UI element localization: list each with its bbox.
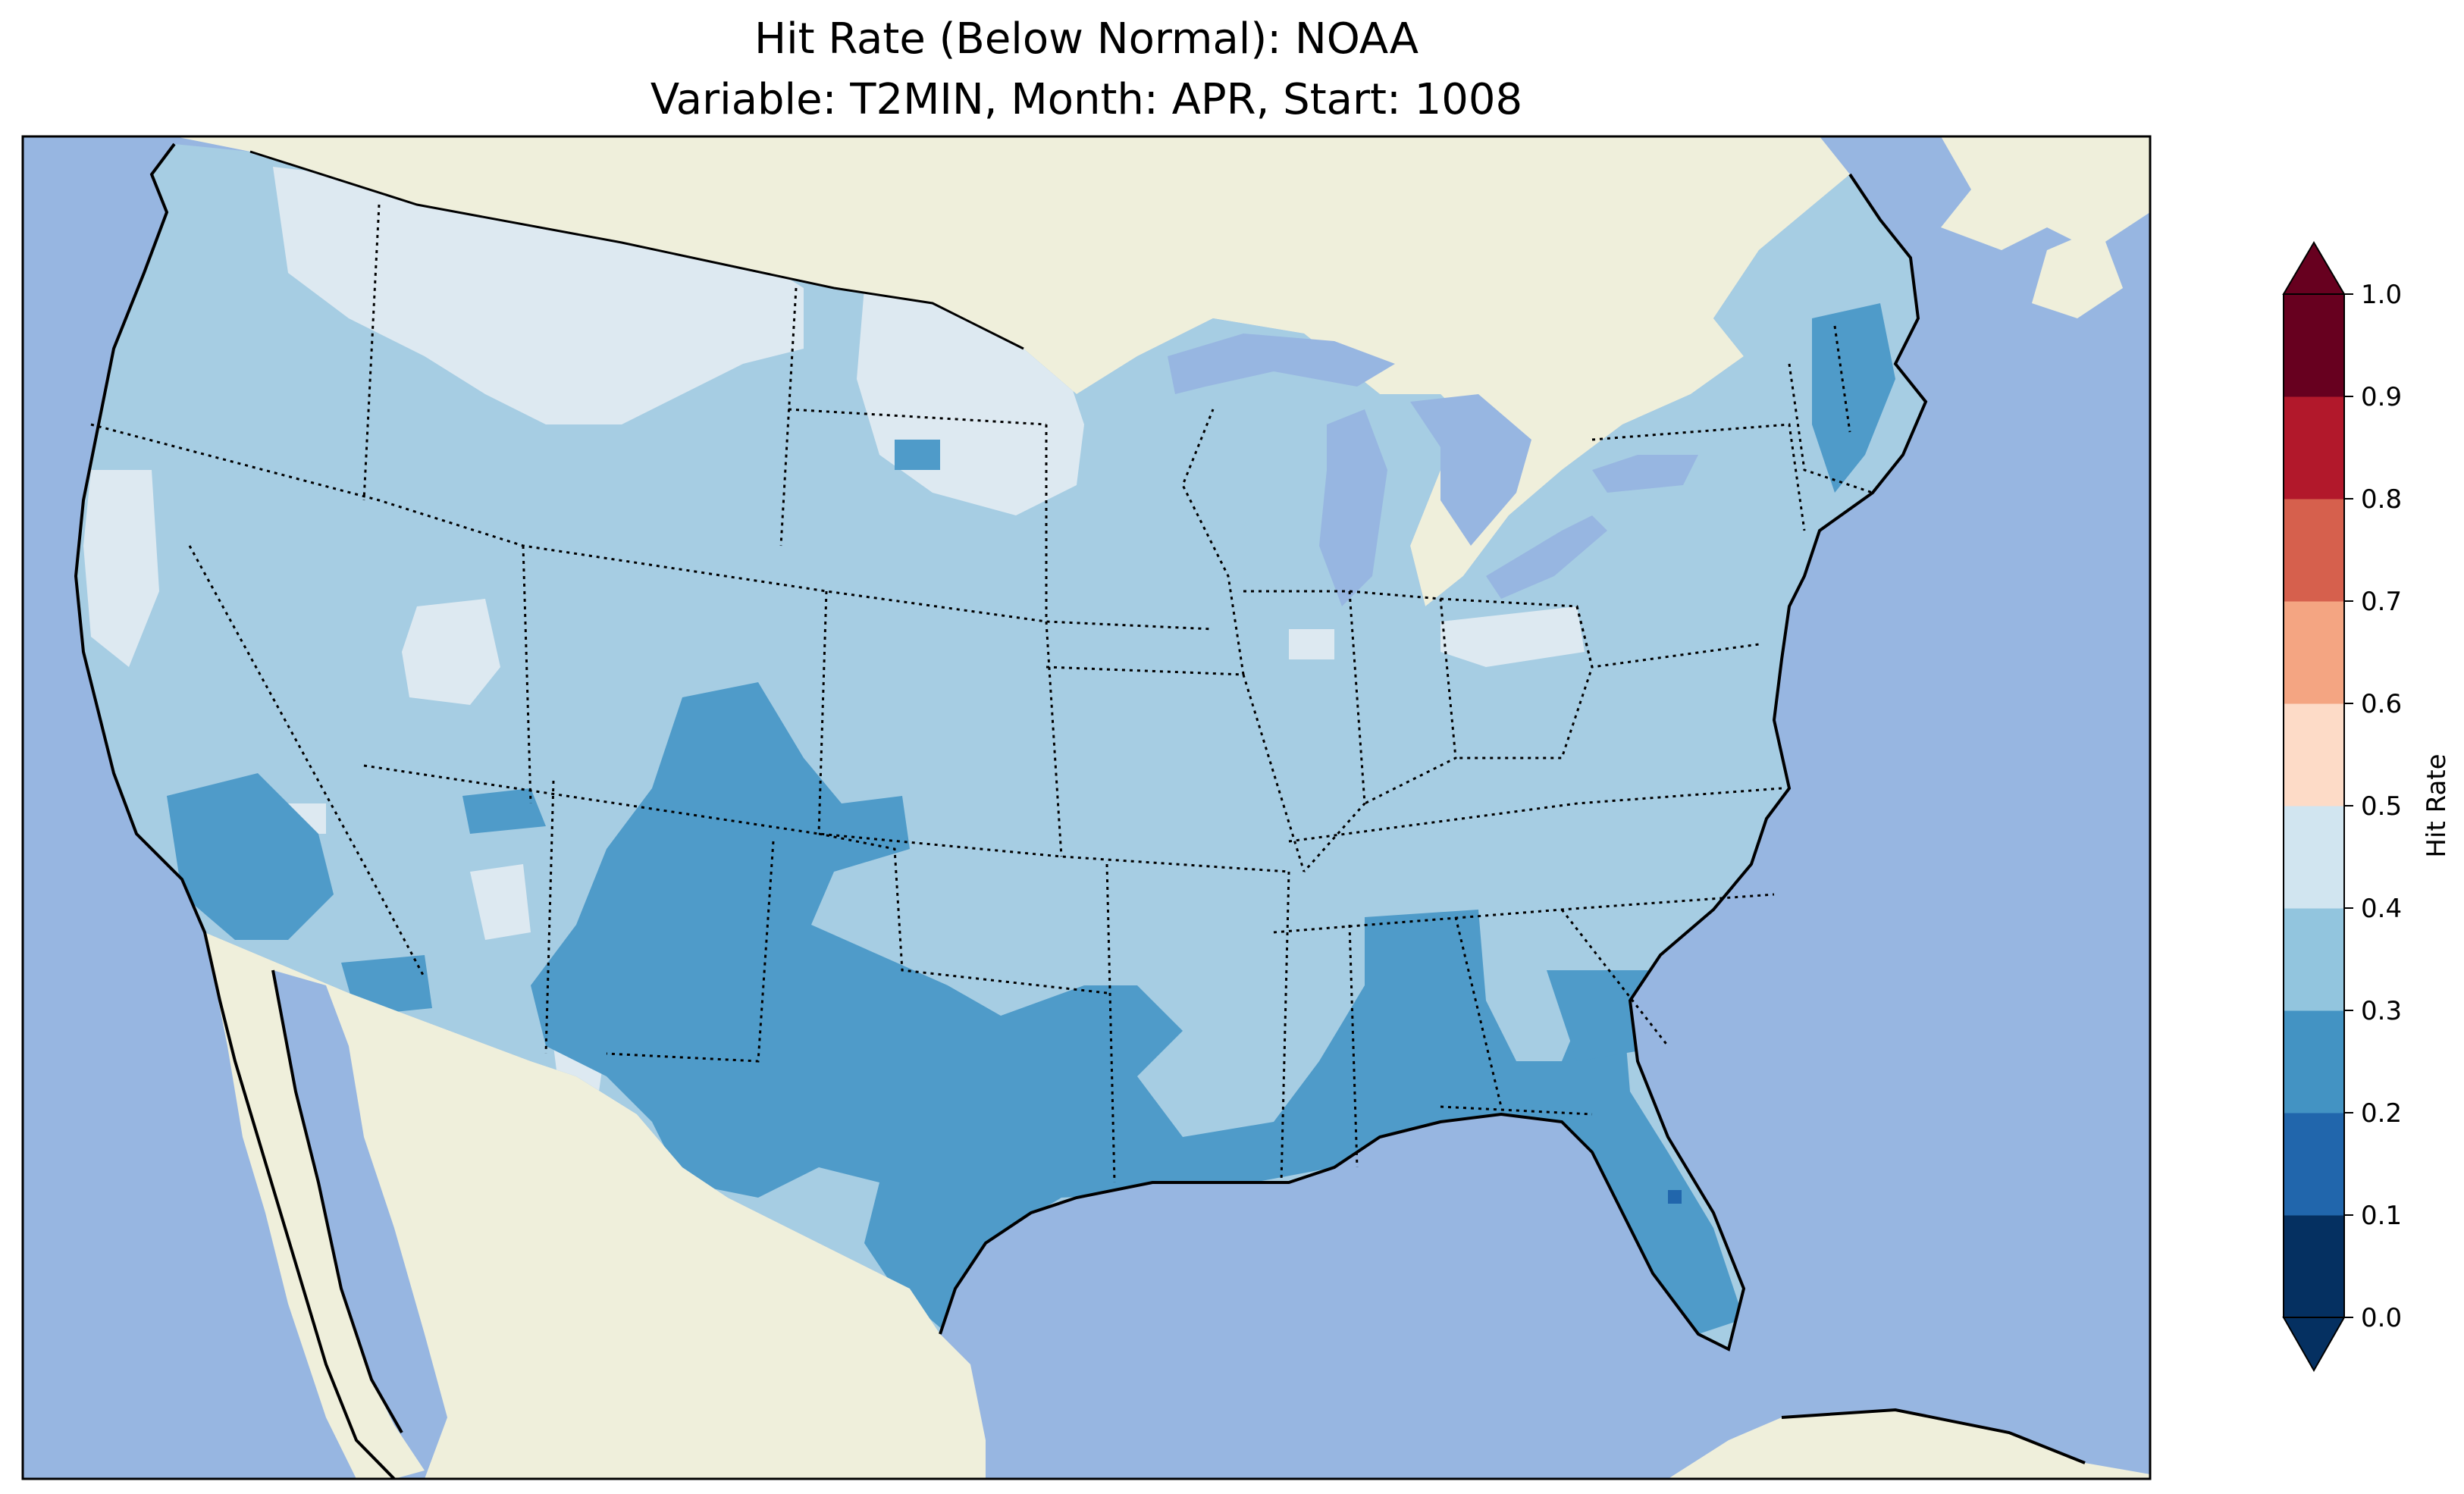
- colorbar-segment: [2284, 703, 2344, 807]
- gulf-of-california: [273, 970, 447, 1479]
- colorbar-extend-high: [2282, 241, 2346, 295]
- colorbar-ticks: 0.0 0.1 0.2 0.3 0.4 0.5 0.6 0.7 0.8 0.9 1.0: [2344, 280, 2402, 1333]
- colorbar-tick-label: 0.3: [2361, 996, 2402, 1026]
- hit-rate-0.1-0.2-cell: [1668, 1190, 1682, 1204]
- colorbar-tick-label: 0.2: [2361, 1098, 2402, 1129]
- figure-title-line2: Variable: T2MIN, Month: APR, Start: 1008: [650, 75, 1522, 124]
- colorbar-tick-label: 0.8: [2361, 484, 2402, 515]
- coastlines: [74, 143, 2086, 1479]
- colorbar-tick-label: 0.7: [2361, 587, 2402, 617]
- colorbar-segment: [2284, 1215, 2344, 1318]
- colorbar-tick-label: 0.1: [2361, 1201, 2402, 1231]
- colorbar-segment: [2284, 601, 2344, 704]
- canada-land: [174, 136, 1850, 606]
- great-lakes: [1168, 334, 1698, 606]
- colorbar-extend-low: [2282, 1317, 2346, 1373]
- figure-title-line1: Hit Rate (Below Normal): NOAA: [754, 14, 1419, 64]
- colorbar-segment: [2284, 294, 2344, 397]
- colorbar-segment: [2284, 1010, 2344, 1113]
- colorbar-segment: [2284, 499, 2344, 602]
- newfoundland-land: [2032, 227, 2123, 318]
- map-frame: [21, 135, 2152, 1480]
- colorbar-segment: [2284, 806, 2344, 909]
- colorbar-label: Hit Rate: [2422, 753, 2452, 857]
- canada-us-border: [249, 150, 1024, 350]
- colorbar-segments: [2284, 294, 2344, 1318]
- colorbar-tick-label: 0.6: [2361, 689, 2402, 719]
- colorbar-tick-label: 0.5: [2361, 791, 2402, 822]
- colorbar-segment: [2284, 908, 2344, 1011]
- colorbar-tick-label: 0.9: [2361, 382, 2402, 412]
- colorbar-tick-label: 1.0: [2361, 280, 2402, 310]
- colorbar-segment: [2284, 396, 2344, 500]
- baja-land: [205, 932, 425, 1479]
- colorbar-segment: [2284, 1113, 2344, 1216]
- cuba-land: [1668, 1410, 2150, 1479]
- colorbar-tick-label: 0.0: [2361, 1303, 2402, 1333]
- state-borders: [90, 204, 1873, 1183]
- map-panel: [21, 135, 2152, 1480]
- colorbar: 0.0 0.1 0.2 0.3 0.4 0.5 0.6 0.7 0.8 0.9 1.0 Hit Ra…: [2282, 241, 2452, 1373]
- maritimes-land: [1941, 136, 2150, 250]
- colorbar-tick-label: 0.4: [2361, 894, 2402, 924]
